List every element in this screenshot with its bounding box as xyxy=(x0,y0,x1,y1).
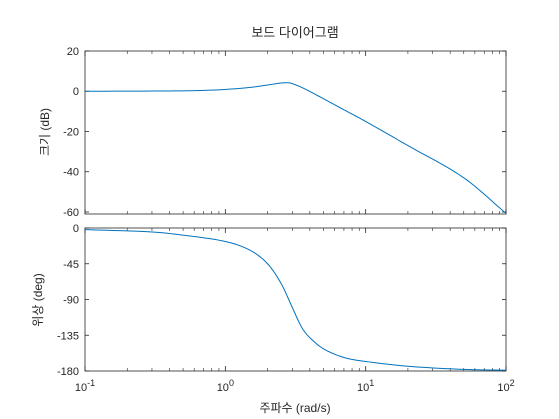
magnitude-y-axis-label: 크기 (dB) xyxy=(38,108,52,156)
magnitude-y-tick-label: 20 xyxy=(67,46,79,58)
x-tick-labels: 10-1 100 101 102 xyxy=(75,378,515,394)
magnitude-axes: 20 0 -20 -40 -60 크기 (dB) xyxy=(38,46,507,219)
phase-y-tick-label: -135 xyxy=(57,330,79,342)
x-axis-label: 주파수 (rad/s) xyxy=(259,401,330,415)
magnitude-y-tick-label: 0 xyxy=(73,86,79,98)
x-tick-label: 100 xyxy=(217,378,234,394)
magnitude-plot-area xyxy=(84,50,507,215)
x-tick-label: 10-1 xyxy=(75,378,95,394)
phase-y-ticks: 0 -45 -90 -135 -180 xyxy=(57,223,506,378)
phase-axes: 0 -45 -90 -135 -180 위상 (deg) xyxy=(31,223,507,378)
phase-y-axis-label: 위상 (deg) xyxy=(31,273,45,326)
phase-series-line xyxy=(84,229,507,371)
phase-x-ticks xyxy=(84,228,507,371)
x-tick-label: 102 xyxy=(497,378,514,394)
phase-y-tick-label: -90 xyxy=(63,295,79,307)
phase-y-tick-label: -180 xyxy=(57,366,79,378)
magnitude-y-tick-label: -20 xyxy=(63,126,79,138)
x-tick-label: 101 xyxy=(357,378,374,394)
magnitude-series-line xyxy=(84,82,507,214)
chart-title: 보드 다이어그램 xyxy=(251,25,338,40)
phase-plot-area xyxy=(84,227,507,372)
phase-y-tick-label: -45 xyxy=(63,259,79,271)
phase-y-tick-label: 0 xyxy=(73,223,79,235)
magnitude-x-ticks xyxy=(84,51,507,214)
magnitude-y-tick-label: -40 xyxy=(63,167,79,179)
magnitude-y-tick-label: -60 xyxy=(63,207,79,219)
